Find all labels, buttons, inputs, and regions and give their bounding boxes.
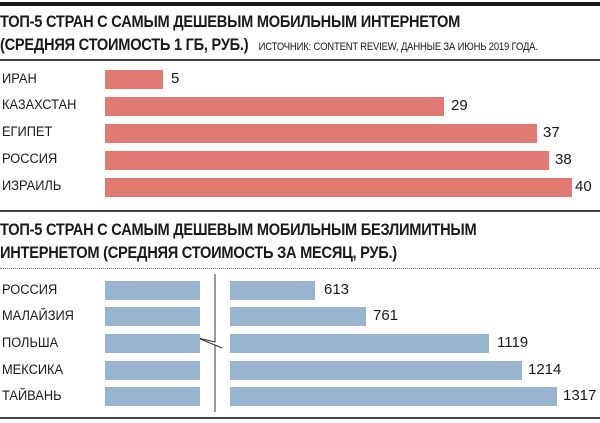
chart1-bar: [105, 97, 444, 116]
chart2-label: МАЛАЙЗИЯ: [2, 308, 74, 323]
chart1-bar: [105, 70, 163, 89]
chart2-bar-right: [230, 307, 366, 326]
chart2-bar-right: [230, 334, 489, 353]
chart2-bar-right: [230, 361, 522, 380]
chart2-bar-left: [105, 281, 200, 300]
chart2-value: 1317: [563, 387, 597, 404]
chart1-bar: [105, 151, 549, 170]
chart1-value: 29: [451, 97, 468, 114]
chart1-bar: [105, 124, 537, 143]
chart1-value: 5: [171, 70, 180, 87]
chart1-value: 40: [575, 178, 592, 195]
chart2-header-rule: [0, 268, 600, 269]
chart2-bar-left: [105, 334, 200, 353]
chart1-source: ИСТОЧНИК: CONTENT REVIEW, ДАННЫЕ ЗА ИЮНЬ…: [258, 41, 538, 53]
chart1-title-line2: (СРЕДНЯЯ СТОИМОСТЬ 1 ГБ, РУБ.) ИСТОЧНИК: …: [0, 35, 538, 57]
chart2-bar-left: [105, 387, 200, 406]
chart1-title-line1: ТОП-5 СТРАН С САМЫМ ДЕШЕВЫМ МОБИЛЬНЫМ ИН…: [0, 12, 461, 31]
chart2-bar-right: [230, 281, 315, 300]
chart2-value: 761: [373, 307, 399, 324]
chart1-label: РОССИЯ: [2, 151, 58, 166]
chart1-bar: [105, 178, 572, 197]
chart2-bar-right: [230, 387, 557, 406]
chart2-value: 613: [324, 281, 350, 298]
chart1-value: 37: [543, 124, 560, 141]
chart2-label: ТАЙВАНЬ: [2, 388, 62, 403]
chart2-value: 1119: [497, 334, 529, 351]
chart1-label: ИРАН: [2, 71, 37, 86]
chart2-title-line2: ИНТЕРНЕТОМ (СРЕДНЯЯ СТОИМОСТЬ ЗА МЕСЯЦ, …: [0, 243, 397, 262]
section-divider: [0, 210, 600, 212]
chart1-label: КАЗАХСТАН: [2, 97, 77, 112]
chart1-label: ЕГИПЕТ: [2, 124, 53, 139]
chart1-header-rule: [0, 59, 600, 61]
chart2-label: РОССИЯ: [2, 282, 58, 297]
chart1-title-text: (СРЕДНЯЯ СТОИМОСТЬ 1 ГБ, РУБ.): [0, 35, 249, 54]
chart2-bar-left: [105, 307, 200, 326]
chart2-label: ПОЛЬША: [2, 335, 59, 350]
chart1-label: ИЗРАИЛЬ: [2, 178, 62, 193]
chart1-value: 38: [555, 151, 572, 168]
chart2-label: МЕКСИКА: [2, 362, 64, 377]
chart2-value: 1214: [528, 361, 562, 378]
axis-break-icon: [197, 274, 223, 412]
top-rule: [0, 2, 600, 6]
chart2-title-line1: ТОП-5 СТРАН С САМЫМ ДЕШЕВЫМ МОБИЛЬНЫМ БЕ…: [0, 220, 477, 239]
bottom-rule: [0, 417, 600, 419]
chart2-bar-left: [105, 361, 200, 380]
